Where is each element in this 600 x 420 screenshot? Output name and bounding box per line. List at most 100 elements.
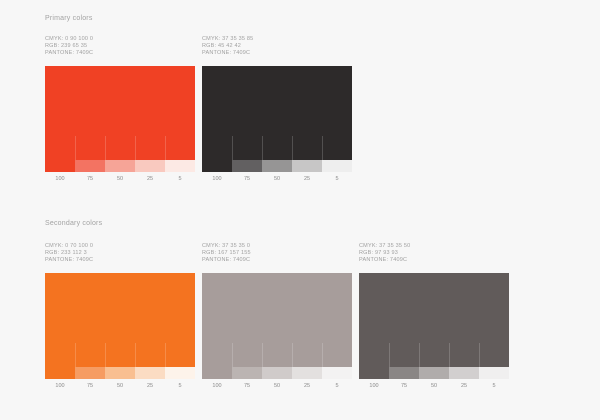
primary-swatch-black: CMYK: 37 35 35 85 RGB: 45 42 42 PANTONE:… bbox=[202, 36, 352, 182]
tint-50 bbox=[105, 159, 135, 172]
rgb-value: RGB: 45 42 42 bbox=[202, 43, 241, 50]
main-color-fill bbox=[359, 272, 509, 367]
tint-75 bbox=[75, 366, 105, 379]
tint-divider bbox=[322, 135, 323, 160]
tint-50 bbox=[262, 159, 292, 172]
tint-75 bbox=[75, 159, 105, 172]
tint-label: 50 bbox=[430, 382, 438, 389]
tint-label: 5 bbox=[335, 175, 339, 182]
tint-label: 100 bbox=[55, 175, 65, 182]
tint-label: 75 bbox=[400, 382, 408, 389]
tint-divider bbox=[419, 342, 420, 367]
color-block: 100 75 50 25 5 bbox=[359, 272, 509, 389]
tint-5 bbox=[165, 366, 195, 379]
tint-75 bbox=[232, 159, 262, 172]
cmyk-value: CMYK: 37 35 35 85 bbox=[202, 36, 254, 42]
tint-5 bbox=[322, 366, 352, 379]
tint-label: 75 bbox=[243, 382, 251, 389]
tint-divider bbox=[232, 135, 233, 160]
rgb-value: RGB: 233 112 3 bbox=[45, 250, 87, 257]
tint-label: 75 bbox=[243, 175, 251, 182]
tint-divider bbox=[232, 342, 233, 367]
pantone-value: PANTONE: 7409C bbox=[202, 257, 251, 264]
tint-divider bbox=[292, 135, 293, 160]
tint-divider bbox=[292, 342, 293, 367]
tint-100 bbox=[359, 366, 389, 379]
tint-label: 50 bbox=[116, 175, 124, 182]
tint-strip bbox=[45, 159, 195, 172]
cmyk-value: CMYK: 37 35 35 50 bbox=[359, 243, 411, 249]
tint-25 bbox=[135, 159, 165, 172]
tint-25 bbox=[449, 366, 479, 379]
tint-divider bbox=[449, 342, 450, 367]
tint-label: 5 bbox=[492, 382, 496, 389]
color-specs: CMYK: 0 90 100 0 RGB: 239 65 35 PANTONE:… bbox=[45, 36, 195, 58]
tint-divider bbox=[75, 342, 76, 367]
tint-strip bbox=[202, 159, 352, 172]
tint-100 bbox=[202, 159, 232, 172]
color-block: 100 75 50 25 5 bbox=[202, 272, 352, 389]
tint-divider bbox=[262, 342, 263, 367]
tint-divider bbox=[75, 135, 76, 160]
tint-divider bbox=[135, 135, 136, 160]
tint-label: 25 bbox=[303, 175, 311, 182]
tint-divider bbox=[135, 342, 136, 367]
pantone-value: PANTONE: 7409C bbox=[202, 50, 251, 57]
tint-labels: 100 75 50 25 5 bbox=[202, 383, 352, 389]
tint-50 bbox=[419, 366, 449, 379]
tint-5 bbox=[165, 159, 195, 172]
tint-label: 75 bbox=[86, 175, 94, 182]
tint-25 bbox=[292, 366, 322, 379]
main-color-fill bbox=[202, 272, 352, 367]
tint-divider bbox=[389, 342, 390, 367]
color-specs: CMYK: 37 35 35 0 RGB: 167 157 155 PANTON… bbox=[202, 243, 352, 265]
tint-label: 25 bbox=[146, 382, 154, 389]
secondary-swatch-dark-gray: CMYK: 37 35 35 50 RGB: 97 93 93 PANTONE:… bbox=[359, 243, 509, 389]
tint-label: 5 bbox=[178, 382, 182, 389]
rgb-value: RGB: 97 93 93 bbox=[359, 250, 398, 257]
color-block: 100 75 50 25 5 bbox=[45, 65, 195, 182]
pantone-value: PANTONE: 7409C bbox=[45, 50, 94, 57]
tint-labels: 100 75 50 25 5 bbox=[202, 176, 352, 182]
tint-labels: 100 75 50 25 5 bbox=[45, 383, 195, 389]
cmyk-value: CMYK: 0 70 100 0 bbox=[45, 243, 94, 249]
tint-100 bbox=[202, 366, 232, 379]
color-block: 100 75 50 25 5 bbox=[202, 65, 352, 182]
color-specs: CMYK: 37 35 35 50 RGB: 97 93 93 PANTONE:… bbox=[359, 243, 509, 265]
tint-100 bbox=[45, 159, 75, 172]
main-color-fill bbox=[45, 272, 195, 367]
tint-label: 50 bbox=[273, 382, 281, 389]
tint-label: 5 bbox=[335, 382, 339, 389]
secondary-colors-title: Secondary colors bbox=[45, 220, 103, 227]
tint-label: 100 bbox=[212, 382, 222, 389]
tint-50 bbox=[262, 366, 292, 379]
secondary-swatch-warm-gray: CMYK: 37 35 35 0 RGB: 167 157 155 PANTON… bbox=[202, 243, 352, 389]
tint-25 bbox=[292, 159, 322, 172]
tint-5 bbox=[322, 159, 352, 172]
tint-label: 25 bbox=[146, 175, 154, 182]
tint-label: 25 bbox=[460, 382, 468, 389]
tint-strip bbox=[202, 366, 352, 379]
tint-label: 50 bbox=[116, 382, 124, 389]
tint-label: 75 bbox=[86, 382, 94, 389]
tint-labels: 100 75 50 25 5 bbox=[359, 383, 509, 389]
primary-swatch-red: CMYK: 0 90 100 0 RGB: 239 65 35 PANTONE:… bbox=[45, 36, 195, 182]
tint-label: 50 bbox=[273, 175, 281, 182]
pantone-value: PANTONE: 7409C bbox=[359, 257, 408, 264]
color-specs: CMYK: 0 70 100 0 RGB: 233 112 3 PANTONE:… bbox=[45, 243, 195, 265]
tint-divider bbox=[479, 342, 480, 367]
tint-label: 100 bbox=[55, 382, 65, 389]
tint-label: 5 bbox=[178, 175, 182, 182]
color-block: 100 75 50 25 5 bbox=[45, 272, 195, 389]
tint-divider bbox=[262, 135, 263, 160]
tint-5 bbox=[479, 366, 509, 379]
secondary-swatch-orange: CMYK: 0 70 100 0 RGB: 233 112 3 PANTONE:… bbox=[45, 243, 195, 389]
cmyk-value: CMYK: 37 35 35 0 bbox=[202, 243, 251, 249]
color-specs: CMYK: 37 35 35 85 RGB: 45 42 42 PANTONE:… bbox=[202, 36, 352, 58]
cmyk-value: CMYK: 0 90 100 0 bbox=[45, 36, 94, 42]
tint-label: 100 bbox=[212, 175, 222, 182]
tint-label: 25 bbox=[303, 382, 311, 389]
tint-75 bbox=[232, 366, 262, 379]
tint-divider bbox=[322, 342, 323, 367]
tint-25 bbox=[135, 366, 165, 379]
